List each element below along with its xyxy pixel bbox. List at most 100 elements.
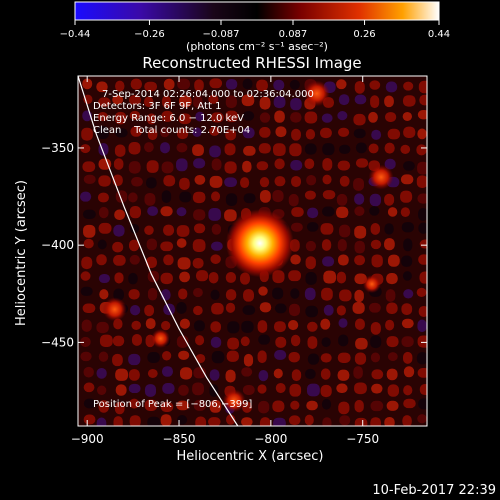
ripple-cell <box>336 271 347 284</box>
y-tick-label: −400 <box>41 238 74 252</box>
ripple-cell <box>98 158 112 170</box>
ripple-cell <box>386 368 398 381</box>
ripple-cell <box>384 193 395 206</box>
ripple-cell <box>114 209 126 221</box>
ripple-cell <box>208 417 221 426</box>
ripple-cell <box>369 80 381 90</box>
ripple-cell <box>354 80 365 94</box>
ripple-cell <box>306 174 317 186</box>
ripple-cell <box>195 335 205 346</box>
ripple-cell <box>224 161 237 174</box>
ripple-cell <box>192 239 206 252</box>
ripple-cell <box>273 321 286 333</box>
colorbar-tick-label: −0.26 <box>134 29 165 40</box>
ripple-cell <box>305 240 317 252</box>
ripple-cell <box>129 415 141 426</box>
ripple-cell <box>80 336 91 347</box>
ripple-cell <box>225 129 237 141</box>
ripple-cell <box>163 175 176 187</box>
ripple-cell <box>354 94 367 105</box>
ripple-cell <box>338 224 351 238</box>
ripple-cell <box>354 352 367 365</box>
ripple-cell <box>322 143 335 156</box>
ripple-cell <box>227 321 240 334</box>
ripple-cell <box>128 161 141 174</box>
ripple-cell <box>371 129 382 140</box>
ripple-cell <box>418 398 427 410</box>
ripple-cell <box>291 128 301 141</box>
ripple-cell <box>384 95 394 108</box>
ripple-cell <box>177 257 191 270</box>
ripple-cell <box>226 414 236 425</box>
ripple-cell <box>322 206 335 217</box>
ripple-cell <box>195 270 209 282</box>
ripple-cell <box>194 79 204 92</box>
ripple-cell <box>337 352 351 363</box>
ripple-cell <box>82 303 96 313</box>
ripple-cell <box>96 367 107 379</box>
ripple-cell <box>339 175 350 187</box>
ripple-cell <box>208 94 219 104</box>
ripple-cell <box>304 287 316 301</box>
ripple-cell <box>320 223 334 235</box>
ripple-cell <box>96 126 110 139</box>
ripple-cell <box>370 321 381 335</box>
ripple-cell <box>144 81 158 92</box>
ripple-cell <box>337 239 347 252</box>
ripple-cell <box>370 223 381 235</box>
ripple-cell <box>160 401 174 413</box>
ripple-cell <box>256 161 269 171</box>
ripple-cell <box>369 206 380 216</box>
x-tick-label: −900 <box>71 432 104 446</box>
ripple-cell <box>225 193 238 207</box>
ripple-cell <box>401 255 413 267</box>
ripple-cell <box>339 289 352 302</box>
ripple-cell <box>210 336 222 348</box>
ripple-cell <box>275 382 286 394</box>
ripple-cell <box>387 128 401 140</box>
ripple-cell <box>225 369 236 383</box>
ripple-cell <box>402 351 413 364</box>
ripple-cell <box>322 174 332 185</box>
ripple-cell <box>416 175 427 188</box>
ripple-cell <box>147 416 161 426</box>
ripple-cell <box>176 207 187 217</box>
ripple-cell <box>417 193 427 204</box>
ripple-cell <box>401 336 414 347</box>
ripple-cell <box>112 353 123 367</box>
ripple-cell <box>402 415 412 426</box>
ripple-cell <box>354 206 365 216</box>
ripple-cell <box>82 161 96 172</box>
ripple-cell <box>403 81 414 91</box>
ripple-cell <box>368 143 379 154</box>
ripple-cell <box>274 158 285 170</box>
ripple-cell <box>307 207 319 219</box>
ripple-cell <box>130 305 141 316</box>
ripple-cell <box>273 95 286 109</box>
ripple-cell <box>402 271 412 281</box>
ripple-cell <box>115 384 127 396</box>
ripple-cell <box>371 383 383 394</box>
ripple-cell <box>370 335 382 349</box>
ripple-cell <box>147 270 160 283</box>
ripple-cell <box>403 161 415 171</box>
ripple-cell <box>161 161 174 174</box>
ripple-cell <box>160 126 170 138</box>
x-axis-label: Heliocentric X (arcsec) <box>177 449 324 464</box>
ripple-cell <box>337 127 350 137</box>
ripple-cell <box>161 366 173 377</box>
ripple-cell <box>240 336 250 347</box>
ripple-cell <box>272 287 284 300</box>
ripple-cell <box>274 350 287 360</box>
ripple-cell <box>418 208 427 221</box>
ripple-cell <box>290 97 302 111</box>
ripple-cell <box>272 270 285 284</box>
ripple-cell <box>176 400 190 411</box>
ripple-cell <box>210 241 223 251</box>
ripple-cell <box>241 367 253 377</box>
secondary-source <box>368 164 394 190</box>
footer-date: 10-Feb-2017 22:39 <box>372 483 496 498</box>
ripple-cell <box>177 415 188 425</box>
ripple-cell <box>113 416 123 426</box>
ripple-cell <box>402 111 413 121</box>
